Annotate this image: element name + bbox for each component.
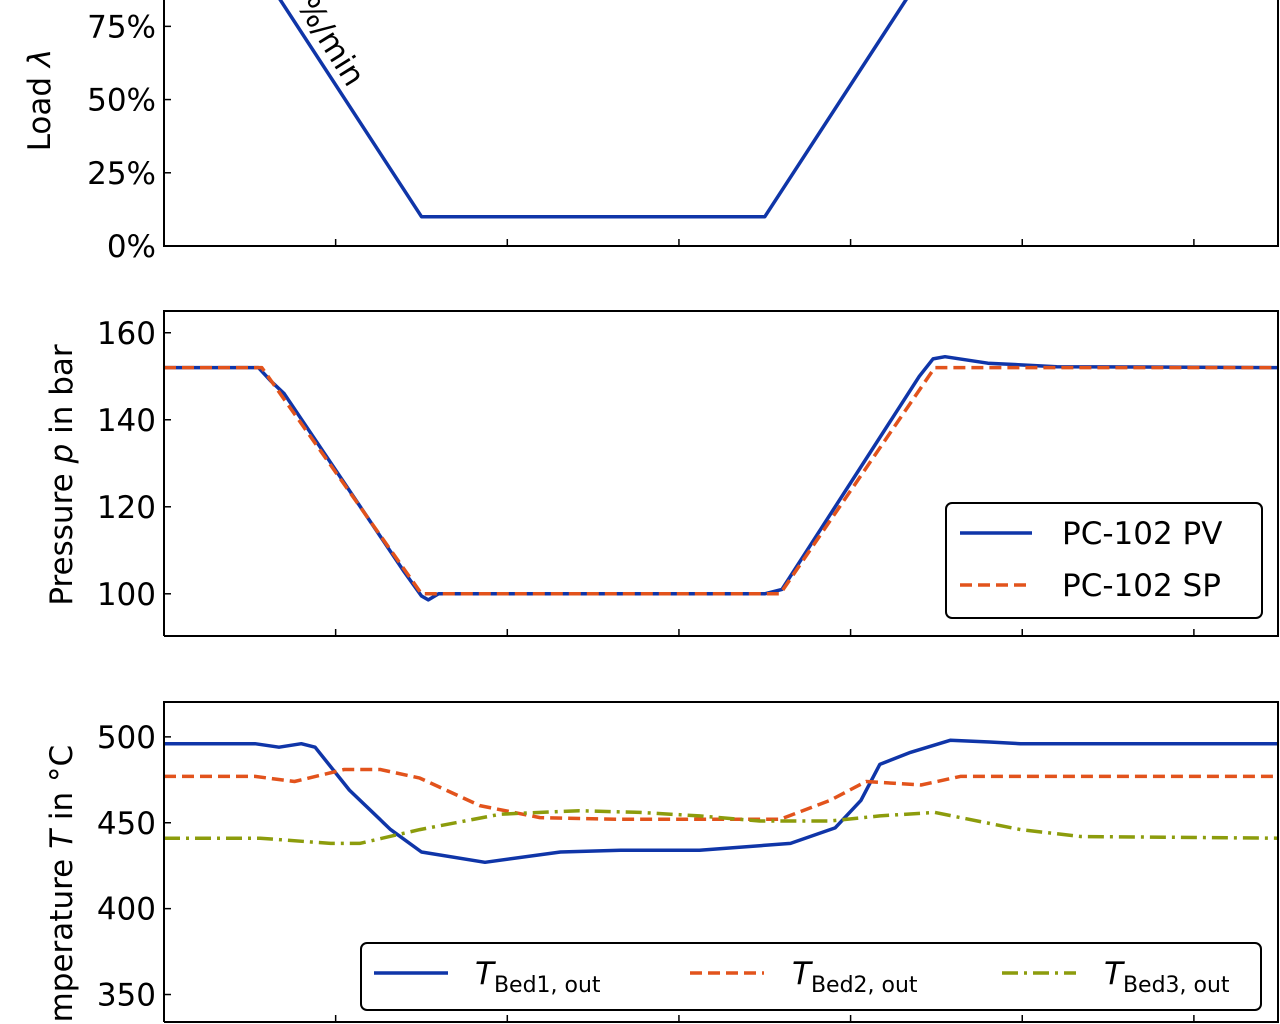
y-tick-label: 120: [97, 490, 156, 526]
y-tick-label: 160: [97, 316, 156, 352]
series-line-2-2: [164, 808, 1278, 846]
y-tick-label: 25%: [87, 156, 156, 192]
axes-frame-2: [163, 701, 1279, 1023]
axes-frame-0: [163, 0, 1279, 247]
y-axis-label-temperature: Temperature T in °C: [44, 745, 80, 1024]
legend-label-bed3: TBed3, out: [1104, 956, 1230, 998]
y-tick-label: 75%: [87, 9, 156, 45]
y-tick-label: 500: [97, 720, 156, 756]
legend-label-bed2: TBed2, out: [792, 956, 918, 998]
series-line-1-0: [164, 354, 1278, 602]
y-tick-label: 50%: [87, 83, 156, 119]
legend-temperature: TBed1, out TBed2, out TBed3, out: [360, 942, 1262, 1011]
y-tick-label: 140: [97, 403, 156, 439]
y-tick-label: 100: [97, 577, 156, 613]
series-line-0-0: [278, 0, 908, 219]
y-tick-label: 450: [97, 806, 156, 842]
series-line-2-1: [164, 767, 1278, 822]
series-line-1-1: [164, 365, 1278, 596]
y-axis-label-pressure: Pressure p in bar: [44, 344, 80, 606]
y-tick-label: 350: [97, 978, 156, 1014]
legend-label-bed1: TBed1, out: [475, 956, 601, 998]
legend-label-sp: PC-102 SP: [1062, 568, 1221, 604]
y-tick-label: 400: [97, 892, 156, 928]
y-axis-label-load: Load λ: [22, 49, 58, 152]
legend-pressure: PC-102 PV PC-102 SP: [945, 502, 1263, 619]
legend-label-pv: PC-102 PV: [1062, 516, 1222, 552]
series-line-2-0: [164, 738, 1278, 865]
y-tick-label: 0%: [107, 229, 156, 265]
